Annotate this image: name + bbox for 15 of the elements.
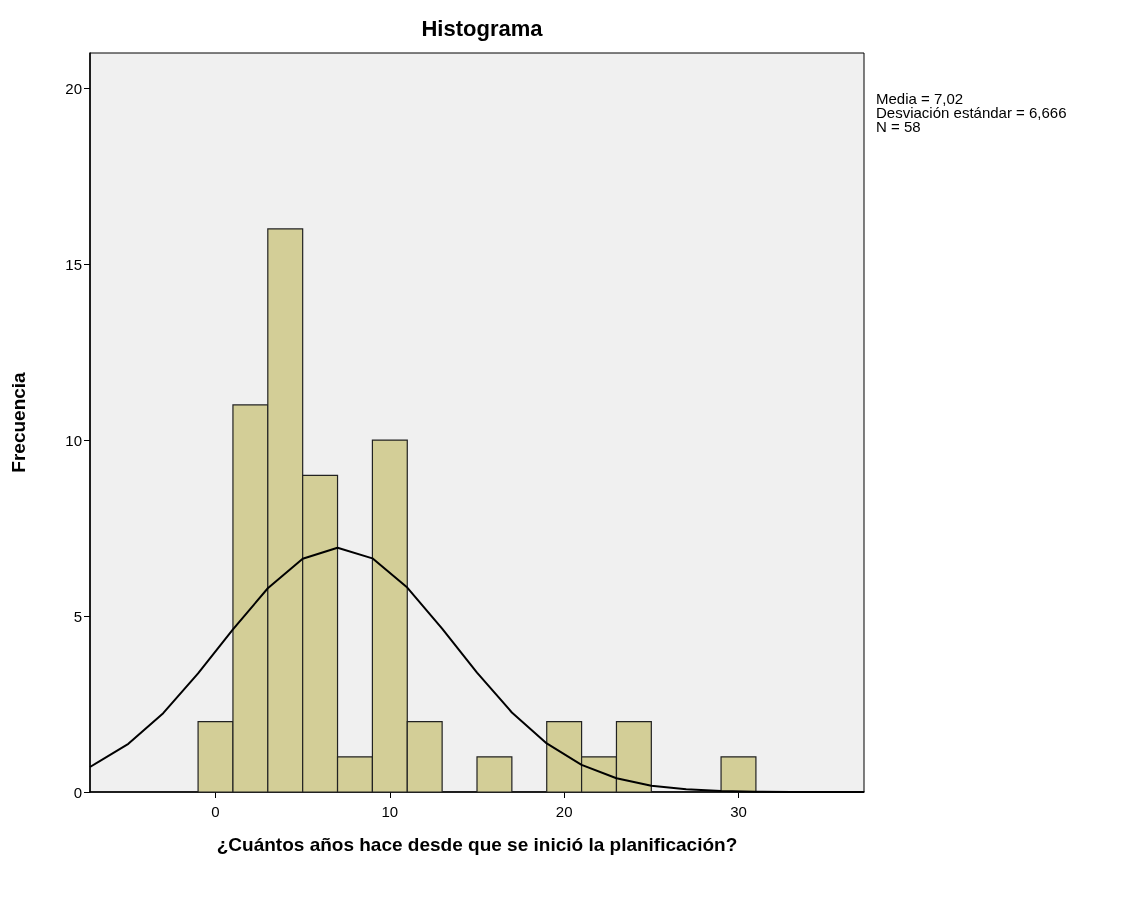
y-tick-label: 15 xyxy=(65,255,82,273)
x-tick-label: 10 xyxy=(381,803,399,820)
text: N = 58 xyxy=(876,118,921,135)
x-axis-title: ¿Cuántos años hace desde que se inició la planificación? xyxy=(216,834,738,855)
y-axis-title: Frecuencia xyxy=(8,371,29,473)
x-tick-label: 20 xyxy=(555,803,573,820)
y-tick-label: 0 xyxy=(73,783,82,801)
y-tick-label: 20 xyxy=(65,79,82,97)
y-tick-label: 5 xyxy=(73,607,82,625)
x-tick-label: 30 xyxy=(730,803,747,820)
text: Desviación estándar = 6,666 xyxy=(876,104,1067,121)
text: Media = 7,02 xyxy=(876,90,964,107)
y-tick-label: 10 xyxy=(65,431,82,449)
chart-title: Histograma xyxy=(421,15,544,41)
x-tick-label: 0 xyxy=(211,803,220,820)
